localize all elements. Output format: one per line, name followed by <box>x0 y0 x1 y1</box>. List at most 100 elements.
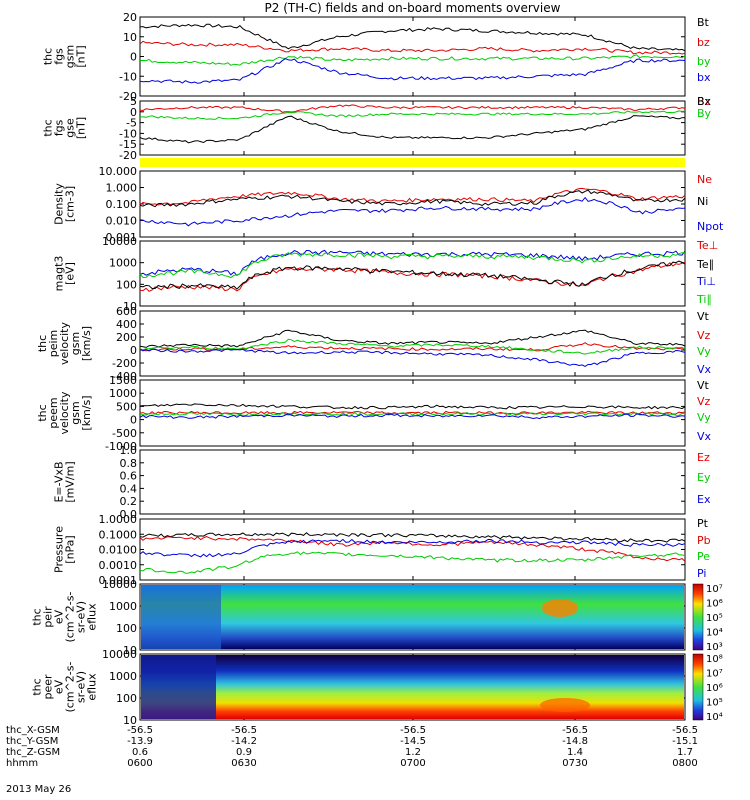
flag-band <box>140 158 685 167</box>
colorbar-tick-label: 10⁴ <box>706 628 723 639</box>
ephemeris-value: -15.1 <box>672 736 698 747</box>
ephemeris-value: 0.6 <box>132 747 148 758</box>
panel-8: 1.00.80.60.40.20.0 E=-VxB[mV/m] Ez Ey Ex <box>53 444 711 521</box>
series-Pt <box>139 532 686 543</box>
series-Ti⊥ <box>139 249 686 276</box>
spectrogram-hotspot <box>542 599 578 617</box>
legend-Vz: Vz <box>697 395 711 408</box>
y-tick-label: 0 <box>130 106 137 119</box>
y-axis-label: thc <box>42 119 55 136</box>
y-axis-label: Pressure <box>53 526 66 573</box>
figure-title: P2 (TH-C) fields and on-board moments ov… <box>264 1 561 15</box>
y-tick-label: 600 <box>116 305 137 318</box>
y-tick-label: -200 <box>112 357 137 370</box>
y-tick-label: 10 <box>123 714 137 727</box>
panel-9: 1.0000 0.1000 0.0100 0.0010 0.0001 Pressure[n… <box>53 513 711 587</box>
y-axis-label: peim <box>47 330 60 358</box>
y-tick-label: 0.2 <box>120 495 138 508</box>
spectrogram-fill <box>141 655 684 719</box>
colorbar-tick-label: 10⁵ <box>706 698 723 709</box>
colorbar-tick-label: 10⁶ <box>706 599 723 610</box>
y-axis-label: thc <box>42 48 55 65</box>
legend-Bt: Bt <box>697 16 710 29</box>
ephemeris-value: 1.2 <box>405 747 421 758</box>
y-axis-label: velocity <box>58 391 71 434</box>
y-axis-label: thc <box>31 678 44 695</box>
y-tick-label: -10 <box>119 70 137 83</box>
ephemeris-value: -56.5 <box>672 725 698 736</box>
y-tick-label: 100 <box>116 278 137 291</box>
ephemeris-label: thc_Z-GSM <box>6 747 61 758</box>
series-Bx <box>139 115 686 144</box>
legend-Ex: Ex <box>697 493 711 506</box>
y-axis-label: thc <box>36 335 49 352</box>
y-tick-label: 0 <box>130 414 137 427</box>
legend-Vt: Vt <box>697 379 710 392</box>
spectrogram-hotspot <box>540 698 590 712</box>
colorbar-tick-label: 10⁵ <box>706 613 723 624</box>
panel-5: 10000 1000 100 10 magt3[eV] Te⊥ Te∥ Ti⊥ Ti∥ <box>53 235 719 313</box>
ephemeris-row: thc_Z-GSM 0.6 0.9 1.2 1.4 1.7 <box>0 747 750 759</box>
y-tick-label: 1500 <box>109 374 137 387</box>
legend-Ne: Ne <box>697 173 712 186</box>
spectrogram-patch <box>141 585 221 649</box>
legend-By: By <box>697 107 712 120</box>
series-By <box>139 110 686 120</box>
ephemeris-value: 1.7 <box>677 747 693 758</box>
legend-bx: bx <box>697 71 711 84</box>
legend-by: by <box>697 55 711 68</box>
y-axis-label: [nT] <box>75 45 88 67</box>
y-tick-label: -400 <box>112 370 137 383</box>
y-tick-label: 0.4 <box>120 482 138 495</box>
series-Ne <box>139 187 686 206</box>
y-tick-label: 5 <box>130 95 137 108</box>
y-tick-label: -10 <box>119 127 137 140</box>
ephemeris-value: 0.9 <box>236 747 252 758</box>
ephemeris-value: -14.8 <box>562 736 588 747</box>
series-bx <box>139 58 686 84</box>
legend-Ti∥: Ti∥ <box>696 293 712 306</box>
y-axis-label: eV <box>53 679 66 694</box>
y-tick-label: 1000 <box>109 670 137 683</box>
series-Vy <box>139 338 686 355</box>
colorbar-tick-label: 10⁴ <box>706 712 723 723</box>
legend-Bx: Bx <box>697 95 712 108</box>
ephemeris-value: -56.5 <box>562 725 588 736</box>
series-Vt <box>139 403 686 410</box>
ephemeris-label: thc_X-GSM <box>6 725 60 736</box>
y-tick-label: 0.001 <box>106 231 138 244</box>
y-axis-label: peem <box>47 397 60 428</box>
legend-Vt: Vt <box>697 310 710 323</box>
ephemeris-value: -14.2 <box>231 736 257 747</box>
ephemeris-value: -13.9 <box>127 736 153 747</box>
series-Bt <box>139 23 686 52</box>
ephemeris-value: -56.5 <box>127 725 153 736</box>
legend-Vy: Vy <box>697 345 711 358</box>
panel-4: 10.000 1.000 0.100 0.010 0.001 Density[cm-3] N… <box>53 165 724 244</box>
y-tick-label: 10.000 <box>99 165 138 178</box>
panel-11: 10000 1000 100 10 thcpeereV(cm^2-s-sr-eV)efl… <box>31 648 723 727</box>
y-axis-label: peir <box>42 606 55 628</box>
y-tick-label: 0 <box>130 51 137 64</box>
y-tick-label: -20 <box>119 149 137 162</box>
panel-frame <box>139 310 686 377</box>
y-tick-label: -1000 <box>105 440 137 453</box>
y-tick-label: 0.0001 <box>99 574 138 587</box>
y-tick-label: 10 <box>123 31 137 44</box>
y-axis-label: gsm <box>64 45 77 68</box>
series-Pi <box>139 538 686 558</box>
legend-Ez: Ez <box>697 451 710 464</box>
ephemeris-label: hhmm <box>6 758 39 769</box>
y-axis-label: Density <box>53 183 66 225</box>
y-tick-label: 200 <box>116 331 137 344</box>
y-axis-label: E=-VxB <box>53 461 66 502</box>
y-axis-label: [nPa] <box>64 535 77 563</box>
series-Ti∥ <box>139 252 686 279</box>
panel-3 <box>140 158 685 167</box>
ephemeris-value: 0600 <box>127 758 153 769</box>
y-axis-label: [mV/m] <box>64 461 77 502</box>
ephemeris-value: -56.5 <box>400 725 426 736</box>
y-axis-label: velocity <box>58 322 71 365</box>
y-axis-label: eflux <box>86 603 99 631</box>
